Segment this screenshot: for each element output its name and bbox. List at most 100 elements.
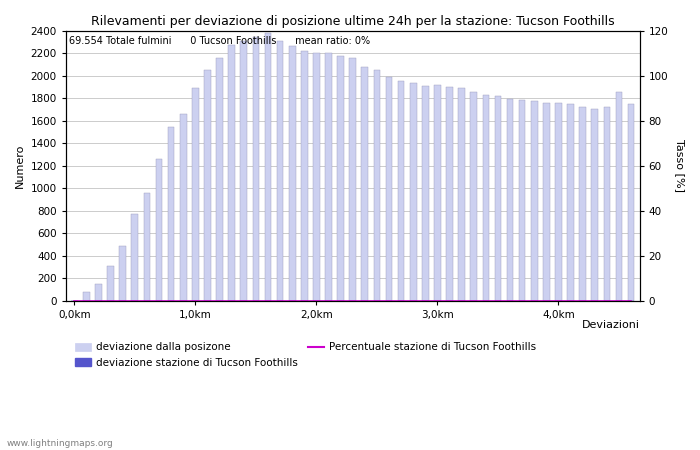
Y-axis label: Numero: Numero [15,144,25,188]
Percentuale stazione di Tucson Foothills [603,298,611,303]
Percentuale stazione di Tucson Foothills [106,298,115,303]
Percentuale stazione di Tucson Foothills [470,298,478,303]
Bar [543,103,550,301]
Bar [83,292,90,301]
Bar [349,58,356,301]
Bar [434,85,441,301]
Bar [265,33,272,301]
Percentuale stazione di Tucson Foothills [252,298,260,303]
Percentuale stazione di Tucson Foothills [445,298,454,303]
Bar [446,87,453,301]
Percentuale stazione di Tucson Foothills [457,298,466,303]
Percentuale stazione di Tucson Foothills [494,298,502,303]
Percentuale stazione di Tucson Foothills [203,298,211,303]
Y-axis label: Tasso [%]: Tasso [%] [675,139,685,192]
Percentuale stazione di Tucson Foothills [70,298,78,303]
Percentuale stazione di Tucson Foothills [82,298,90,303]
Bar [144,193,150,301]
Bar [253,37,259,301]
Bar [107,266,114,301]
Percentuale stazione di Tucson Foothills [118,298,127,303]
Percentuale stazione di Tucson Foothills [372,298,381,303]
Bar [374,70,380,301]
Percentuale stazione di Tucson Foothills [312,298,321,303]
Percentuale stazione di Tucson Foothills [167,298,175,303]
Bar [95,284,101,301]
Percentuale stazione di Tucson Foothills [397,298,405,303]
Bar [168,127,174,301]
Bar [628,104,634,301]
Bar [580,107,586,301]
Bar [337,56,344,301]
Bar [386,76,392,301]
Bar [216,58,223,301]
Bar [482,94,489,301]
Percentuale stazione di Tucson Foothills [179,298,188,303]
Bar [603,107,610,301]
Bar [410,83,416,301]
Legend: deviazione dalla posizone, deviazione stazione di Tucson Foothills, Percentuale : deviazione dalla posizone, deviazione st… [71,338,540,372]
Bar [204,70,211,301]
Percentuale stazione di Tucson Foothills [191,298,200,303]
Percentuale stazione di Tucson Foothills [578,298,587,303]
Percentuale stazione di Tucson Foothills [506,298,514,303]
Bar [276,40,284,301]
Bar [313,53,320,301]
Percentuale stazione di Tucson Foothills [518,298,526,303]
Bar [289,46,295,301]
Percentuale stazione di Tucson Foothills [385,298,393,303]
Bar [555,103,562,301]
Percentuale stazione di Tucson Foothills [360,298,369,303]
Bar [361,67,368,301]
Bar [301,51,307,301]
Percentuale stazione di Tucson Foothills [131,298,139,303]
Percentuale stazione di Tucson Foothills [566,298,575,303]
Bar [155,159,162,301]
Bar [470,92,477,301]
Percentuale stazione di Tucson Foothills [239,298,248,303]
Percentuale stazione di Tucson Foothills [143,298,151,303]
Bar [132,214,138,301]
Bar [180,114,187,301]
Percentuale stazione di Tucson Foothills [155,298,163,303]
Percentuale stazione di Tucson Foothills [276,298,284,303]
Percentuale stazione di Tucson Foothills [542,298,551,303]
Percentuale stazione di Tucson Foothills [433,298,442,303]
Percentuale stazione di Tucson Foothills [591,298,599,303]
Percentuale stazione di Tucson Foothills [627,298,636,303]
Percentuale stazione di Tucson Foothills [300,298,309,303]
Percentuale stazione di Tucson Foothills [554,298,563,303]
Bar [326,53,332,301]
Percentuale stazione di Tucson Foothills [264,298,272,303]
Text: Deviazioni: Deviazioni [582,320,640,329]
Percentuale stazione di Tucson Foothills [94,298,103,303]
Bar [495,96,501,301]
Bar [507,99,513,301]
Percentuale stazione di Tucson Foothills [615,298,623,303]
Percentuale stazione di Tucson Foothills [482,298,490,303]
Percentuale stazione di Tucson Foothills [288,298,296,303]
Bar [519,100,526,301]
Bar [458,88,465,301]
Title: Rilevamenti per deviazione di posizione ultime 24h per la stazione: Tucson Footh: Rilevamenti per deviazione di posizione … [91,15,615,28]
Percentuale stazione di Tucson Foothills [324,298,332,303]
Text: 69.554 Totale fulmini      0 Tucson Foothills      mean ratio: 0%: 69.554 Totale fulmini 0 Tucson Foothills… [69,36,370,46]
Text: www.lightningmaps.org: www.lightningmaps.org [7,439,113,448]
Percentuale stazione di Tucson Foothills [421,298,430,303]
Percentuale stazione di Tucson Foothills [216,298,224,303]
Percentuale stazione di Tucson Foothills [228,298,236,303]
Percentuale stazione di Tucson Foothills [530,298,538,303]
Bar [240,40,247,301]
Bar [531,101,538,301]
Percentuale stazione di Tucson Foothills [349,298,357,303]
Bar [120,246,126,301]
Percentuale stazione di Tucson Foothills [337,298,345,303]
Bar [592,109,598,301]
Bar [228,45,235,301]
Bar [422,86,428,301]
Bar [192,88,199,301]
Bar [616,92,622,301]
Bar [398,81,405,301]
Bar [567,104,574,301]
Percentuale stazione di Tucson Foothills [409,298,417,303]
